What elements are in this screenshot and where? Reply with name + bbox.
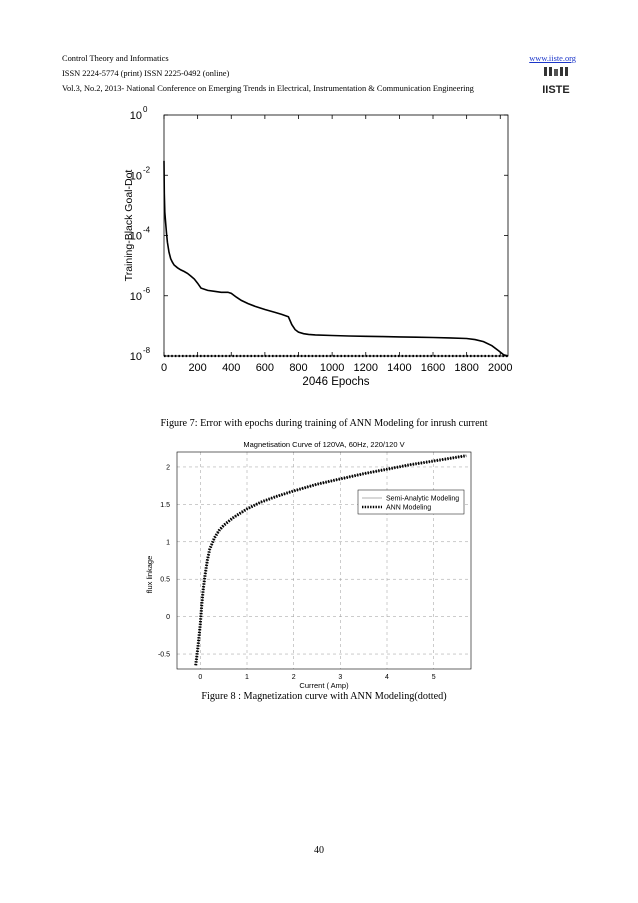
fig7-y-tick-label: 10 [130, 351, 142, 363]
fig7-y-tick-exponent: -4 [143, 226, 151, 235]
fig8-legend-label: ANN Modeling [386, 505, 431, 512]
fig7-y-tick-label: 10 [130, 291, 142, 303]
fig7-x-tick-label: 800 [289, 362, 307, 374]
fig7-training-line [163, 160, 509, 357]
fig8-legend: Semi-Analytic Modeling ANN Modeling [357, 489, 465, 515]
fig7-y-tick-exponent: -8 [143, 346, 151, 355]
fig7-x-tick-label: 2000 [488, 362, 512, 374]
iiste-logo: IISTE [542, 67, 570, 96]
figure8-caption: Figure 8 : Magnetization curve with ANN … [201, 691, 447, 702]
fig7-y-tick-label: 10 [130, 170, 142, 182]
fig7-x-tick-label: 400 [222, 362, 240, 374]
fig7-x-tick-label: 1400 [387, 362, 411, 374]
fig8-plot-area [176, 451, 472, 670]
fig7-y-tick-exponent: -2 [143, 165, 151, 174]
fig8-x-tick-label: 2 [292, 674, 296, 681]
fig7-x-tick-label: 1200 [354, 362, 378, 374]
fig7-y-tick-label: 10 [130, 110, 142, 122]
fig7-x-tick-label: 200 [188, 362, 206, 374]
fig7-y-tick-label: 10 [130, 231, 142, 243]
fig7-x-tick-label: 1800 [454, 362, 478, 374]
fig7-x-tick-label: 1000 [320, 362, 344, 374]
fig7-y-tick-exponent: 0 [143, 105, 148, 114]
figure7-chart: 0 200 400 600 800 1000 1200 1400 1600 1800 2000100… [123, 105, 513, 388]
fig8-x-tick-label: 3 [338, 674, 342, 681]
fig8-x-tick-label: 0 [198, 674, 202, 681]
fig8-x-tick-label: 5 [432, 674, 436, 681]
fig7-x-tick-label: 600 [256, 362, 274, 374]
fig8-legend-box [357, 489, 465, 515]
fig7-x-tick-label: 1600 [421, 362, 445, 374]
fig7-x-tick-label: 0 [161, 362, 167, 374]
figure8-chart: Magnetisation Curve of 120VA, 60Hz, 220/… [145, 440, 472, 690]
fig7-y-axis-label: Training-Black Goal-Dot [123, 170, 135, 282]
fig8-x-tick-label: 4 [385, 674, 389, 681]
fig8-y-tick-label: 0.5 [160, 577, 170, 584]
website-link[interactable]: www.iiste.org [529, 54, 576, 63]
issn-line: ISSN 2224-5774 (print) ISSN 2225-0492 (o… [62, 69, 230, 78]
fig8-semi-analytic-line [195, 455, 467, 666]
fig8-y-axis-label: flux linkage [145, 556, 154, 594]
fig8-ann-line [194, 454, 467, 666]
fig8-x-axis-label: Current ( Amp) [299, 681, 349, 690]
volume-line: Vol.3, No.2, 2013- National Conference o… [62, 84, 474, 93]
fig8-y-tick-label: 0 [166, 614, 170, 621]
fig8-y-tick-label: 2 [166, 464, 170, 471]
svg-text:IISTE: IISTE [542, 84, 570, 96]
journal-title: Control Theory and Informatics [62, 54, 169, 63]
fig8-legend-label: Semi-Analytic Modeling [386, 496, 459, 503]
fig7-x-axis-label: 2046 Epochs [302, 376, 369, 388]
figure7-caption: Figure 7: Error with epochs during train… [160, 418, 488, 429]
page-number: 40 [314, 845, 324, 856]
fig8-y-tick-label: 1 [166, 539, 170, 546]
fig8-x-tick-label: 1 [245, 674, 249, 681]
fig7-plot-area [163, 114, 509, 357]
fig8-y-tick-label: -0.5 [158, 652, 170, 659]
fig8-y-tick-label: 1.5 [160, 502, 170, 509]
fig8-title: Magnetisation Curve of 120VA, 60Hz, 220/… [243, 440, 404, 449]
fig7-y-tick-exponent: -6 [143, 286, 151, 295]
